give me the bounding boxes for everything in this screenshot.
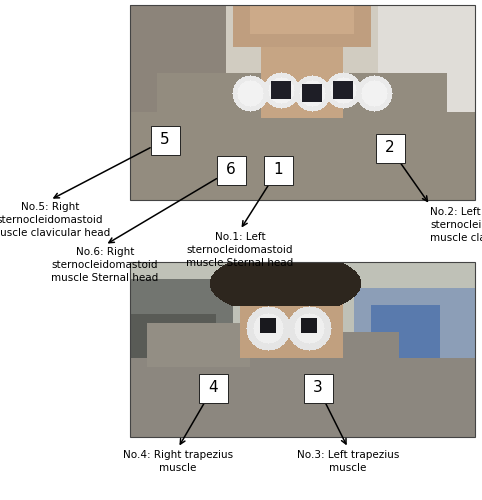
- Bar: [130, 5, 475, 200]
- Text: No.4: Right trapezius
muscle: No.4: Right trapezius muscle: [123, 450, 233, 473]
- Bar: [130, 262, 475, 437]
- FancyBboxPatch shape: [264, 156, 293, 184]
- FancyBboxPatch shape: [304, 374, 333, 402]
- FancyBboxPatch shape: [199, 374, 228, 402]
- Text: 1: 1: [273, 162, 283, 178]
- Text: No.3: Left trapezius
muscle: No.3: Left trapezius muscle: [297, 450, 399, 473]
- Text: 2: 2: [385, 140, 395, 156]
- Text: No.5: Right
sternocleidomastoid
muscle clavicular head: No.5: Right sternocleidomastoid muscle c…: [0, 202, 110, 237]
- Text: 6: 6: [226, 162, 236, 178]
- FancyBboxPatch shape: [216, 156, 245, 184]
- Text: No.1: Left
sternocleidomastoid
muscle Sternal head: No.1: Left sternocleidomastoid muscle St…: [187, 232, 294, 268]
- FancyBboxPatch shape: [150, 126, 179, 154]
- Text: 3: 3: [313, 380, 323, 396]
- Text: 4: 4: [208, 380, 218, 396]
- Text: 5: 5: [160, 132, 170, 148]
- Text: No.2: Left
sternocleidomastoid
muscle clavicular head: No.2: Left sternocleidomastoid muscle cl…: [430, 207, 482, 242]
- Text: No.6: Right
sternocleidomastoid
muscle Sternal head: No.6: Right sternocleidomastoid muscle S…: [52, 247, 159, 282]
- FancyBboxPatch shape: [375, 134, 404, 162]
